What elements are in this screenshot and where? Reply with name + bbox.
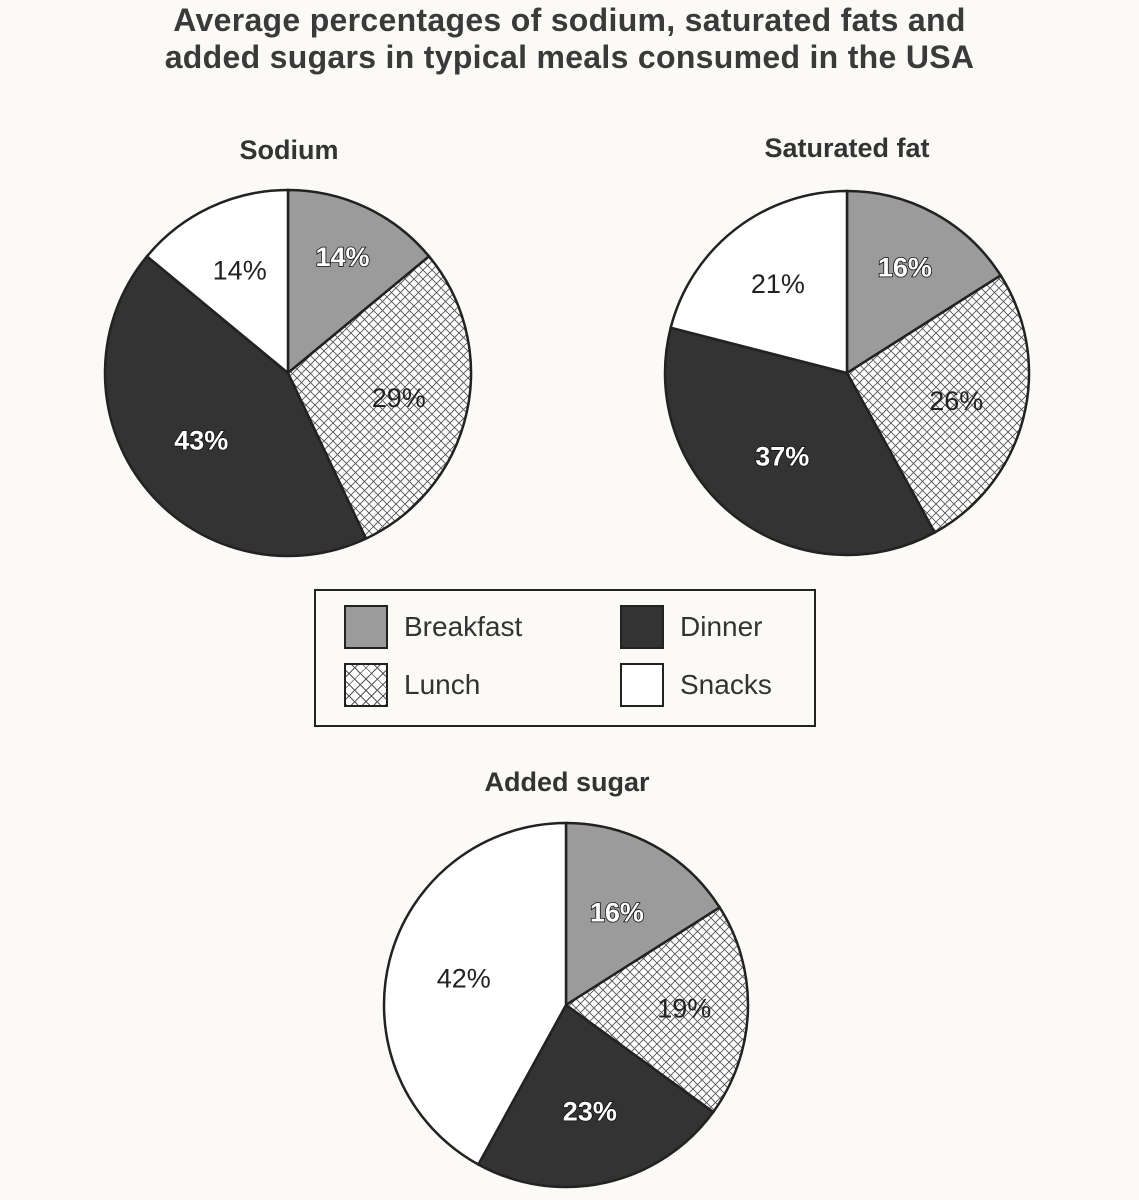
slice-added-sugar-dinner — [476, 1003, 715, 1189]
legend-label-snacks: Snacks — [680, 669, 772, 700]
label-added-sugar-snacks: 42% — [437, 964, 491, 994]
legend-label-lunch: Lunch — [404, 669, 481, 700]
legend-swatch-lunch — [344, 663, 388, 707]
slice-added-sugar-snacks — [382, 821, 568, 1167]
slice-saturated-fat-lunch — [845, 273, 1031, 535]
pie-title-saturated-fat: Saturated fat — [764, 133, 930, 163]
legend-item-breakfast: Breakfast — [344, 605, 522, 649]
legend-item-dinner: Dinner — [620, 605, 762, 649]
legend-item-snacks: Snacks — [620, 663, 772, 707]
slice-saturated-fat-breakfast — [845, 189, 1003, 376]
legend-swatch-dinner — [620, 605, 664, 649]
legend-swatch-snacks — [620, 663, 664, 707]
slice-sodium-breakfast — [286, 188, 431, 376]
title-line-1: Average percentages of sodium, saturated… — [173, 2, 966, 38]
slice-added-sugar-breakfast — [564, 821, 722, 1008]
legend-item-lunch: Lunch — [344, 663, 480, 707]
label-saturated-fat-snacks: 21% — [751, 269, 805, 299]
label-sodium-snacks: 14% — [213, 255, 267, 285]
label-sodium-lunch: 29% — [372, 383, 426, 413]
pie-added-sugar: 16% 19% 23% 42% — [382, 821, 750, 1189]
pie-saturated-fat: 16% 26% 37% 21% — [663, 189, 1031, 557]
label-sodium-dinner: 43% — [174, 425, 228, 455]
label-added-sugar-dinner: 23% — [563, 1097, 617, 1127]
label-added-sugar-breakfast: 16% — [590, 897, 644, 927]
slice-sodium-dinner — [103, 254, 368, 558]
legend-label-breakfast: Breakfast — [404, 611, 523, 642]
label-saturated-fat-breakfast: 16% — [878, 253, 932, 283]
legend: Breakfast Dinner Lunch Snacks — [314, 589, 816, 727]
slice-saturated-fat-snacks — [669, 189, 849, 375]
label-sodium-breakfast: 14% — [316, 242, 370, 272]
legend-label-dinner: Dinner — [680, 611, 763, 642]
slice-sodium-snacks — [145, 188, 290, 376]
slice-added-sugar-lunch — [563, 905, 750, 1114]
label-added-sugar-lunch: 19% — [657, 994, 711, 1024]
label-saturated-fat-lunch: 26% — [929, 386, 983, 416]
pie-title-added-sugar: Added sugar — [484, 767, 650, 797]
title-line-2: added sugars in typical meals consumed i… — [164, 39, 975, 75]
slice-saturated-fat-dinner — [663, 326, 937, 557]
legend-swatch-breakfast — [344, 605, 388, 649]
pie-sodium: 14% 29% 43% 14% — [103, 188, 473, 558]
chart-title: Average percentages of sodium, saturated… — [0, 2, 1139, 76]
pie-title-sodium: Sodium — [239, 135, 339, 165]
label-saturated-fat-dinner: 37% — [755, 441, 809, 471]
